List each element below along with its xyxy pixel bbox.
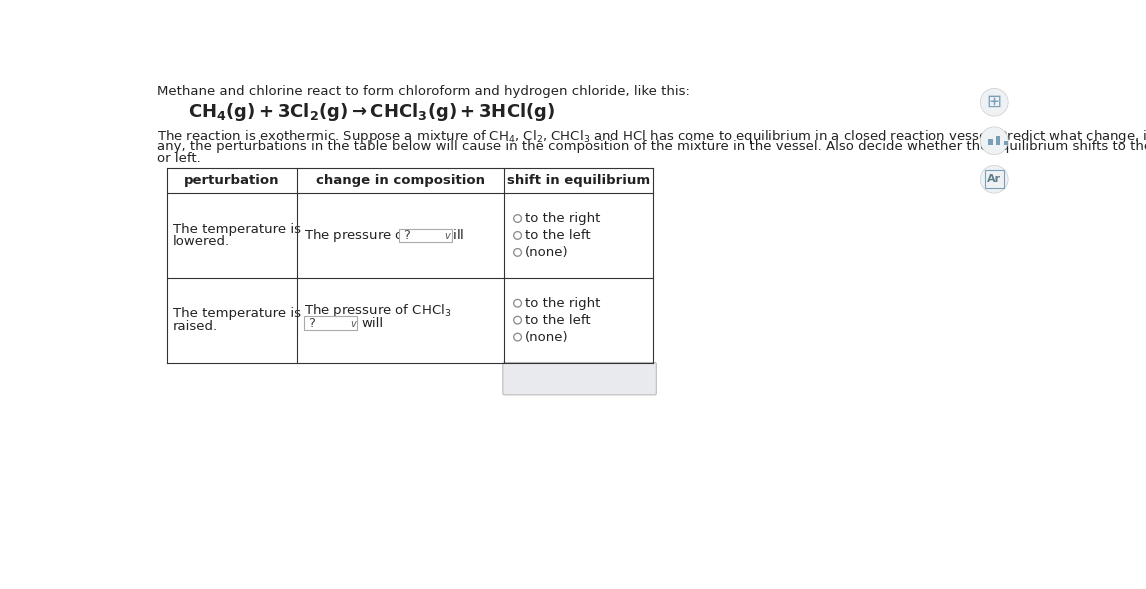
Text: shift in equilibrium: shift in equilibrium (508, 174, 651, 187)
Circle shape (980, 127, 1008, 154)
Text: $\mathbf{CH_4}$$\mathbf{(g)+3Cl_2(g) \rightarrow CHCl_3(g)+3HCl(g)}$: $\mathbf{CH_4}$$\mathbf{(g)+3Cl_2(g) \ri… (188, 101, 556, 124)
FancyBboxPatch shape (984, 170, 1004, 188)
Text: ?: ? (620, 370, 629, 388)
Text: or left.: or left. (157, 153, 201, 166)
FancyBboxPatch shape (503, 362, 657, 395)
Text: ⊞: ⊞ (987, 93, 1002, 111)
Text: ?: ? (308, 317, 315, 330)
Bar (1004, 141, 1008, 145)
Text: Ar: Ar (987, 174, 1002, 184)
Text: change in composition: change in composition (316, 174, 485, 187)
Text: ×: × (527, 370, 541, 388)
Text: v: v (351, 319, 356, 329)
FancyBboxPatch shape (305, 316, 358, 330)
Text: The pressure of $\mathregular{CHCl_3}$: The pressure of $\mathregular{CHCl_3}$ (305, 302, 452, 319)
Text: (none): (none) (525, 246, 568, 259)
Text: ?: ? (403, 229, 410, 242)
Text: will: will (361, 317, 383, 330)
Text: The temperature is: The temperature is (173, 307, 300, 320)
Text: lowered.: lowered. (173, 235, 230, 248)
Text: v: v (445, 231, 450, 241)
Circle shape (980, 166, 1008, 193)
Text: The pressure of $\mathregular{CH_4}$ will: The pressure of $\mathregular{CH_4}$ wil… (305, 227, 465, 244)
Text: The temperature is: The temperature is (173, 223, 300, 236)
Text: to the right: to the right (525, 297, 599, 310)
Text: Methane and chlorine react to form chloroform and hydrogen chloride, like this:: Methane and chlorine react to form chlor… (157, 85, 690, 98)
Bar (996, 136, 1000, 145)
Text: ↻: ↻ (573, 370, 587, 388)
Bar (988, 139, 992, 145)
Text: any, the perturbations in the table below will cause in the composition of the m: any, the perturbations in the table belo… (157, 140, 1146, 153)
Text: The reaction is exothermic. Suppose a mixture of $\mathregular{CH_4}$, $\mathreg: The reaction is exothermic. Suppose a mi… (157, 128, 1146, 145)
Text: (none): (none) (525, 330, 568, 343)
Text: to the left: to the left (525, 229, 590, 242)
Text: to the right: to the right (525, 212, 599, 225)
Text: perturbation: perturbation (183, 174, 280, 187)
Text: raised.: raised. (173, 320, 218, 333)
Text: to the left: to the left (525, 314, 590, 327)
Circle shape (980, 88, 1008, 116)
FancyBboxPatch shape (399, 229, 452, 243)
